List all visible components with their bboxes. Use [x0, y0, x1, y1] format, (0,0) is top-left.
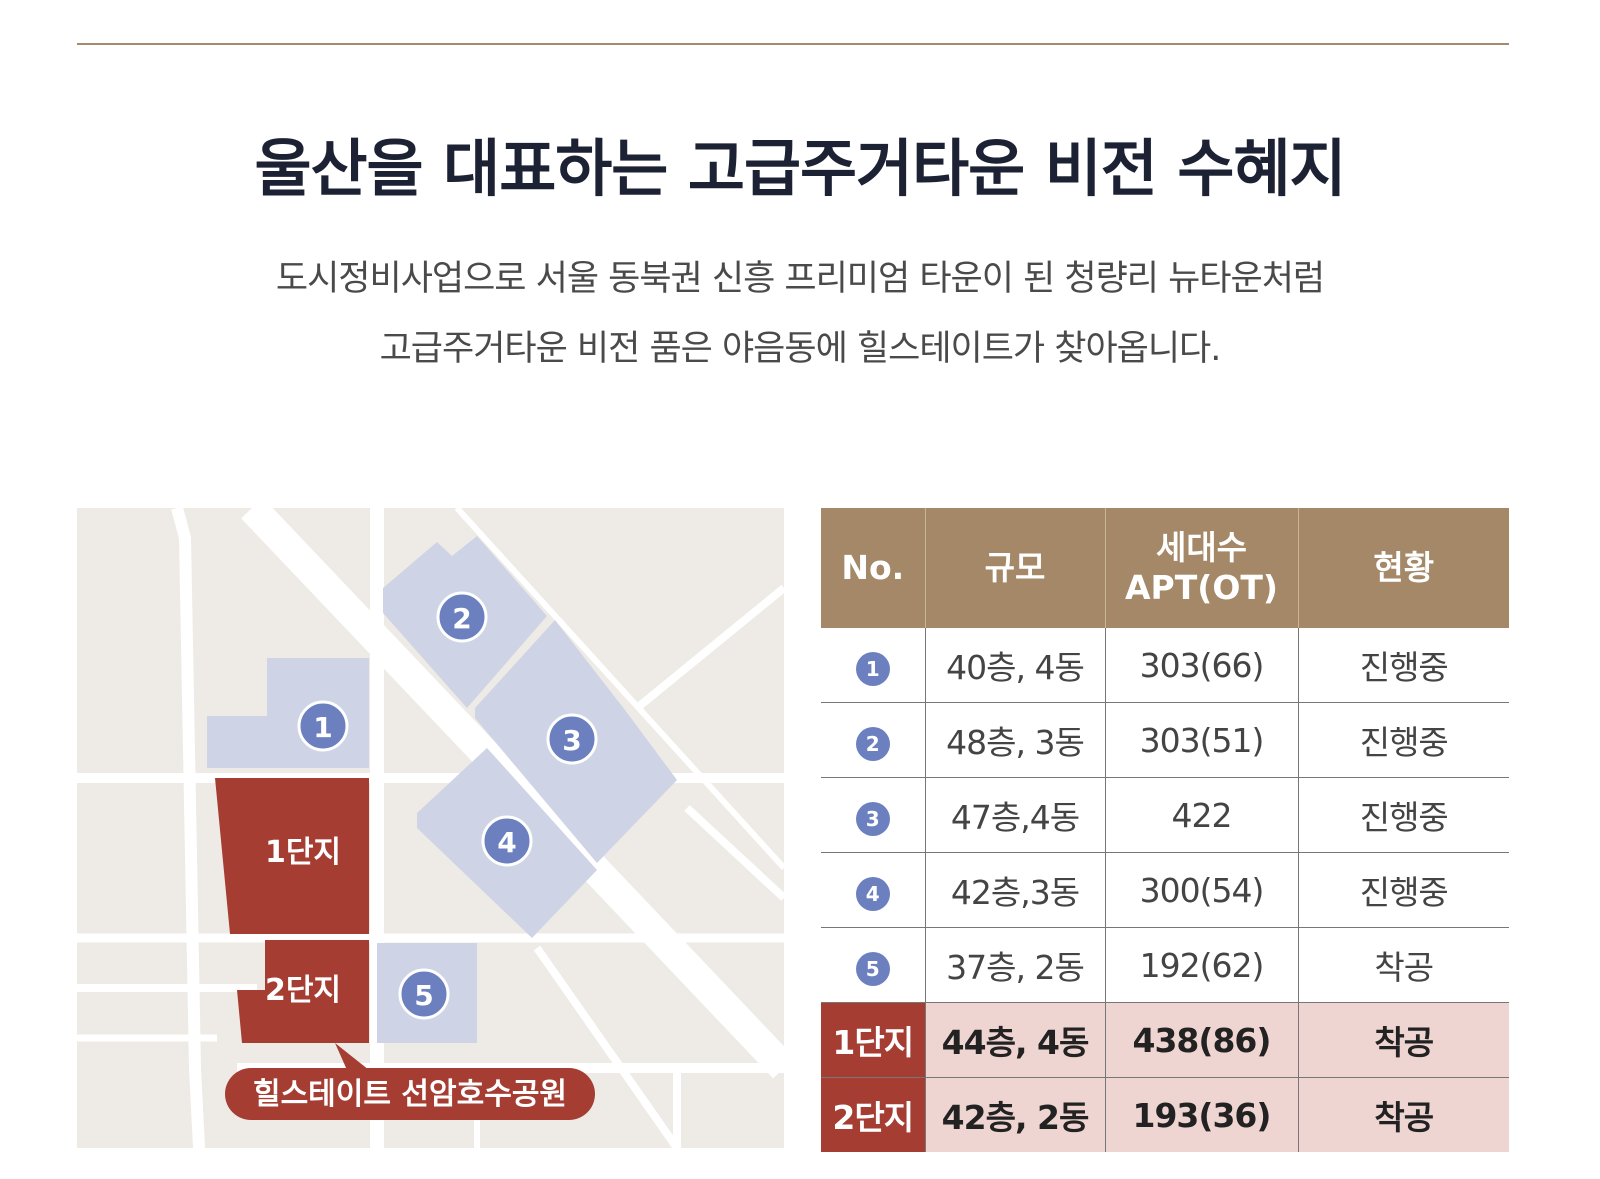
hillstate-label-2: 2단지 — [265, 973, 341, 1008]
households-cell: 438(86) — [1104, 1002, 1298, 1078]
header-households: 세대수 APT(OT) — [1104, 508, 1298, 628]
table-row-highlight: 2단지 42층, 2동 193(36) 착공 — [821, 1077, 1509, 1152]
subtitle-line-1: 도시정비사업으로 서울 동북권 신흥 프리미엄 타운이 된 청량리 뉴타운처럼 — [275, 259, 1325, 299]
scale-cell: 37층, 2동 — [924, 927, 1105, 1003]
project-status-table: No. 규모 세대수 APT(OT) 현황 1 40층, 4동 303(66) … — [821, 508, 1509, 1152]
status-cell: 진행중 — [1297, 852, 1509, 928]
header-scale: 규모 — [924, 508, 1105, 628]
table-row: 4 42층,3동 300(54) 진행중 — [821, 852, 1509, 928]
marker-label: 3 — [562, 724, 581, 757]
marker-circle — [398, 968, 450, 1020]
scale-cell: 40층, 4동 — [924, 628, 1105, 703]
hillstate-block-1 — [215, 778, 369, 934]
top-divider — [77, 43, 1509, 45]
households-cell: 192(62) — [1104, 927, 1298, 1003]
hillstate-label-1: 1단지 — [265, 835, 341, 870]
map-marker-1: 1 — [297, 700, 349, 752]
no-cell: 1 — [821, 628, 925, 703]
marker-label: 2 — [452, 602, 471, 635]
callout-box — [225, 1068, 595, 1120]
map-marker-4: 4 — [481, 815, 533, 867]
number-badge: 3 — [855, 801, 890, 836]
marker-circle — [546, 713, 598, 765]
no-cell: 4 — [821, 852, 925, 928]
site-map-canvas: 힐스테이트 선암호수공원 1단지 2단지 1 2 3 4 5 — [77, 508, 784, 1148]
hillstate-blocks — [215, 778, 369, 1043]
map-marker-5: 5 — [398, 968, 450, 1020]
households-cell: 303(51) — [1104, 702, 1298, 778]
table-row: 2 48층, 3동 303(51) 진행중 — [821, 702, 1509, 778]
marker-label: 5 — [414, 979, 433, 1012]
marker-label: 1 — [313, 711, 332, 744]
scale-cell: 48층, 3동 — [924, 702, 1105, 778]
road — [634, 584, 784, 712]
page-subtitle: 도시정비사업으로 서울 동북권 신흥 프리미엄 타운이 된 청량리 뉴타운처럼 … — [0, 244, 1600, 384]
number-badge: 4 — [855, 876, 890, 911]
no-cell: 3 — [821, 777, 925, 853]
table-row-highlight: 1단지 44층, 4동 438(86) 착공 — [821, 1002, 1509, 1078]
no-cell: 1단지 — [821, 1002, 925, 1078]
status-cell: 진행중 — [1297, 702, 1509, 778]
callout: 힐스테이트 선암호수공원 — [225, 1043, 595, 1120]
header-households-line-1: 세대수 — [1155, 528, 1248, 567]
subtitle-line-2: 고급주거타운 비전 품은 야음동에 힐스테이트가 찾아옵니다. — [379, 329, 1222, 369]
scale-cell: 47층,4동 — [924, 777, 1105, 853]
households-cell: 193(36) — [1104, 1077, 1298, 1152]
households-cell: 303(66) — [1104, 628, 1298, 703]
households-cell: 422 — [1104, 777, 1298, 853]
status-cell: 착공 — [1297, 1002, 1509, 1078]
road — [533, 945, 681, 1148]
site-map: 힐스테이트 선암호수공원 1단지 2단지 1 2 3 4 5 — [77, 508, 784, 1148]
map-marker-2: 2 — [436, 591, 488, 643]
header-status: 현황 — [1297, 508, 1509, 628]
callout-text: 힐스테이트 선암호수공원 — [253, 1077, 567, 1112]
hillstate-block-2 — [237, 940, 369, 1043]
road — [684, 805, 784, 901]
no-cell: 5 — [821, 927, 925, 1003]
number-badge: 5 — [855, 951, 890, 986]
callout-pointer — [335, 1043, 369, 1070]
number-badge: 1 — [855, 651, 890, 686]
scale-cell: 42층,3동 — [924, 852, 1105, 928]
header-households-line-2: APT(OT) — [1125, 568, 1278, 607]
status-cell: 착공 — [1297, 927, 1509, 1003]
marker-circle — [436, 591, 488, 643]
table-row: 1 40층, 4동 303(66) 진행중 — [821, 628, 1509, 703]
page-title: 울산을 대표하는 고급주거타운 비전 수혜지 — [254, 132, 1346, 205]
number-badge: 2 — [855, 726, 890, 761]
map-marker-3: 3 — [546, 713, 598, 765]
scale-cell: 42층, 2동 — [924, 1077, 1105, 1152]
status-cell: 착공 — [1297, 1077, 1509, 1152]
road — [454, 508, 784, 871]
scale-cell: 44층, 4동 — [924, 1002, 1105, 1078]
header-no: No. — [821, 508, 925, 628]
no-cell: 2 — [821, 702, 925, 778]
marker-label: 4 — [497, 826, 516, 859]
table-row: 5 37층, 2동 192(62) 착공 — [821, 927, 1509, 1003]
status-cell: 진행중 — [1297, 777, 1509, 853]
table-header-row: No. 규모 세대수 APT(OT) 현황 — [821, 508, 1509, 628]
marker-circle — [297, 700, 349, 752]
table-row: 3 47층,4동 422 진행중 — [821, 777, 1509, 853]
no-cell: 2단지 — [821, 1077, 925, 1152]
status-cell: 진행중 — [1297, 628, 1509, 703]
marker-circle — [481, 815, 533, 867]
road — [171, 508, 205, 1148]
households-cell: 300(54) — [1104, 852, 1298, 928]
